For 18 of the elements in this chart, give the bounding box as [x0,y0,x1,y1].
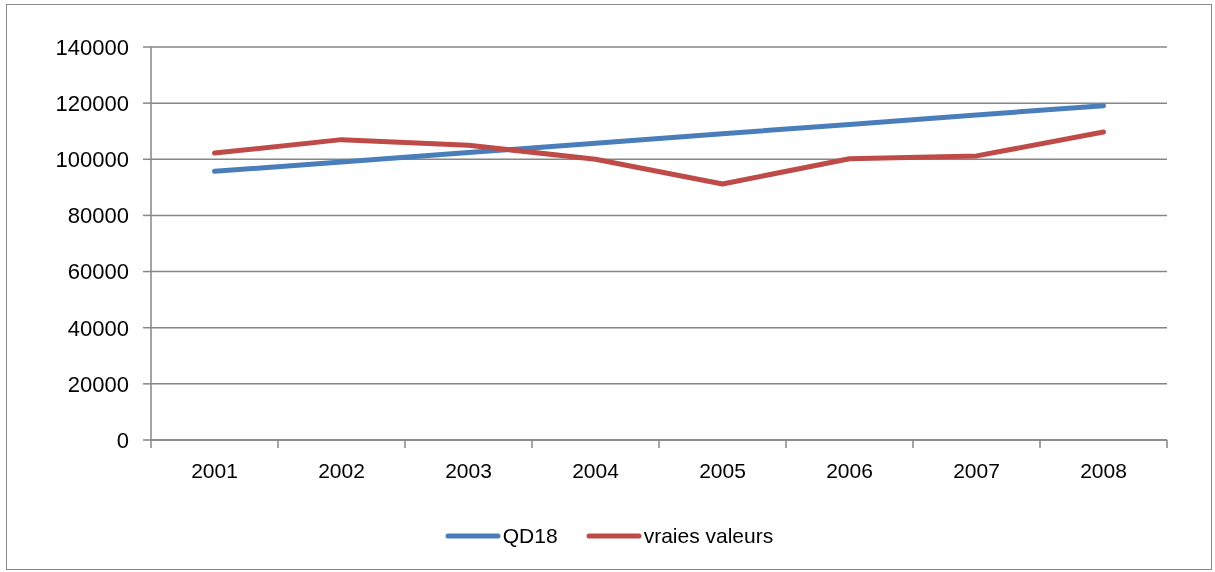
x-tick-label: 2005 [699,458,746,482]
x-tick-label: 2003 [445,458,492,482]
legend-label: QD18 [502,524,558,548]
x-tick-label: 2004 [572,458,620,482]
legend-label: vraies valeurs [643,524,774,548]
y-tick-label: 100000 [55,147,129,173]
x-tick-label: 2001 [191,458,238,482]
y-tick-label: 40000 [67,315,129,341]
y-tick-label: 20000 [67,371,129,397]
x-tick-label: 2006 [826,458,873,482]
x-tick-label: 2008 [1080,458,1127,482]
y-tick-label: 120000 [55,90,129,116]
y-tick-label: 140000 [55,34,129,60]
y-tick-label: 0 [116,427,129,453]
x-tick-label: 2007 [953,458,1000,482]
y-tick-label: 60000 [67,259,129,285]
y-tick-label: 80000 [67,203,129,229]
x-tick-label: 2002 [318,458,365,482]
